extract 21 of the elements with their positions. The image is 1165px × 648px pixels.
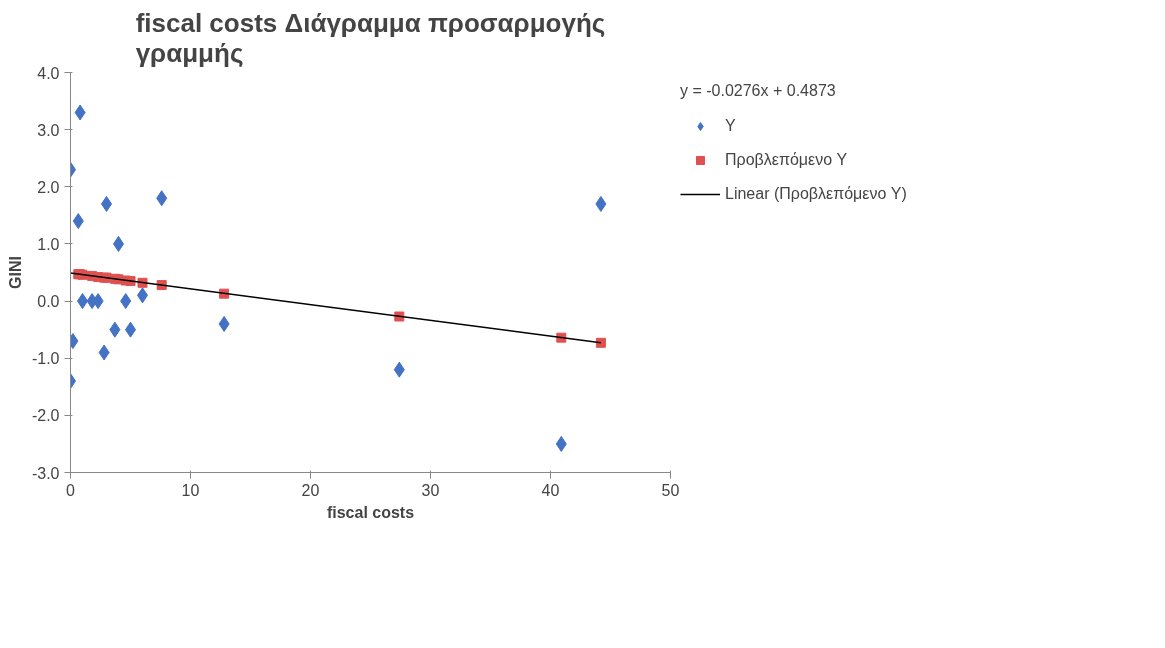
legend-label: Προβλεπόμενο Y bbox=[725, 151, 848, 169]
x-tick-label: 10 bbox=[181, 481, 200, 499]
y-axis-title: GINI bbox=[6, 256, 24, 289]
x-tick-label: 20 bbox=[301, 481, 320, 499]
x-tick-label: 40 bbox=[541, 481, 560, 499]
y-tick-label: 0.0 bbox=[37, 293, 60, 311]
y-tick-label: 1.0 bbox=[37, 235, 60, 253]
y-tick-label: 3.0 bbox=[37, 121, 60, 139]
x-tick-label: 30 bbox=[421, 481, 440, 499]
chart-title: fiscal costs Διάγραμμα προσαρμογής γραμμής bbox=[135, 7, 606, 68]
y-tick-label: 4.0 bbox=[37, 64, 60, 82]
y-tick-label: -2.0 bbox=[31, 407, 60, 425]
y-tick-label: 2.0 bbox=[37, 178, 60, 196]
x-tick-label: 50 bbox=[661, 481, 680, 499]
y-tick-label: -3.0 bbox=[31, 464, 60, 482]
legend-label: Linear (Προβλεπόμενο Y) bbox=[725, 185, 907, 203]
legend-label: Y bbox=[725, 117, 737, 135]
text: y = -0.0276x + 0.4873 bbox=[680, 82, 837, 100]
y-tick-label: -1.0 bbox=[31, 350, 60, 368]
x-tick-label: 0 bbox=[66, 481, 76, 499]
x-axis-title: fiscal costs bbox=[326, 503, 415, 521]
